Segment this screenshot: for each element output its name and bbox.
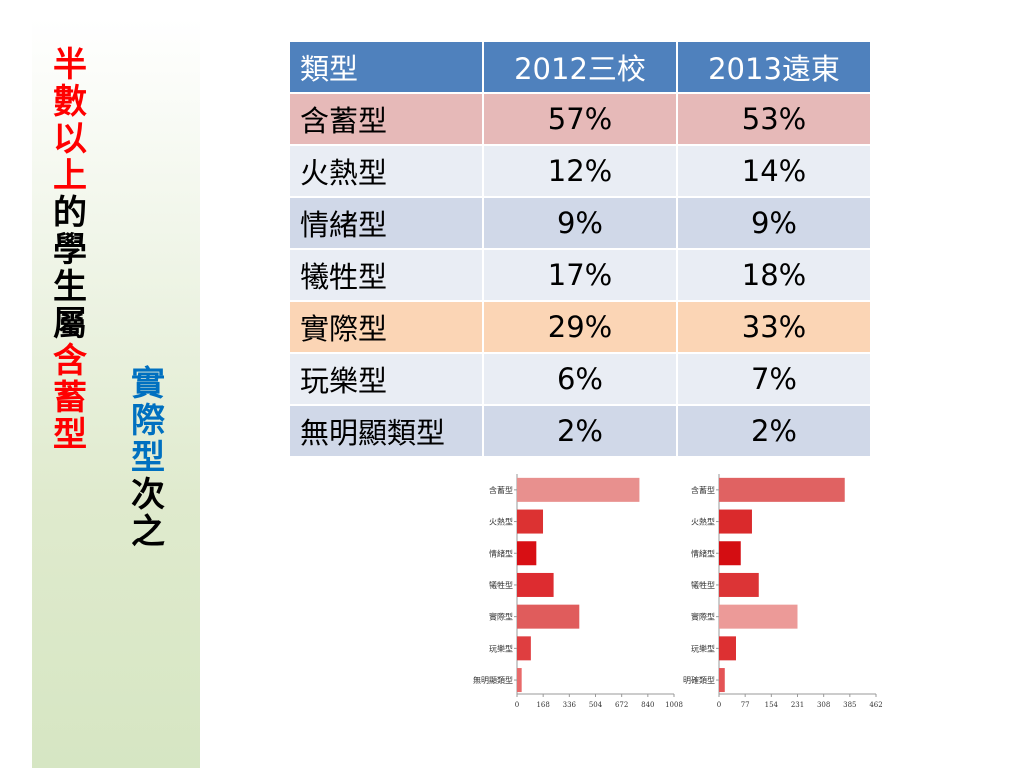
side-title-char: 學 [53,230,87,270]
side-title-char: 屬 [53,304,87,344]
bar [517,509,544,534]
row-value-2013: 33% [676,300,872,354]
side-title-char: 型 [53,415,87,455]
side-title-column-1: 半數以上的學生屬含蓄型 [52,48,88,455]
x-tick-label: 504 [589,701,603,709]
row-value-2013: 53% [676,92,872,146]
category-label: 犧牲型 [489,580,513,590]
bar [719,541,741,566]
side-title-char: 蓄 [53,378,87,418]
x-tick-label: 1008 [665,701,683,709]
category-label: 實際型 [691,612,715,622]
side-title-char: 的 [53,193,87,233]
row-value-2012: 6% [482,352,678,406]
x-tick-label: 0 [515,701,519,709]
side-panel [32,18,200,768]
category-label: 明確類型 [683,675,715,685]
category-label: 情緒型 [489,548,513,558]
category-label: 火熱型 [691,517,715,527]
row-value-2012: 17% [482,248,678,302]
category-label: 含蓄型 [691,485,715,495]
category-label: 情緒型 [691,548,715,558]
x-tick-label: 231 [791,701,804,709]
category-label: 玩樂型 [691,643,715,653]
comparison-table: 類型 2012三校 2013遠東 含蓄型 57% 53% 火熱型 12% 14%… [288,40,872,458]
header-2013: 2013遠東 [676,40,872,94]
table-row: 情緒型 9% 9% [288,196,872,250]
table-header-row: 類型 2012三校 2013遠東 [288,40,872,94]
x-tick-label: 336 [563,701,577,709]
category-label: 含蓄型 [489,485,513,495]
row-type: 無明顯類型 [288,404,484,458]
bar [719,509,752,534]
side-title-char: 生 [53,267,87,307]
side-title-char: 數 [53,82,87,122]
bar [517,668,522,693]
bar [719,604,798,629]
side-title-column-2: 實際型次之 [128,367,168,552]
row-type: 實際型 [288,300,484,354]
row-type: 情緒型 [288,196,484,250]
row-type: 火熱型 [288,144,484,198]
row-value-2012: 12% [482,144,678,198]
x-tick-label: 840 [641,701,654,709]
category-label: 玩樂型 [489,643,513,653]
table-row: 含蓄型 57% 53% [288,92,872,146]
bar [517,572,554,597]
side-title-char: 含 [53,341,87,381]
x-tick-label: 154 [765,701,779,709]
header-2012: 2012三校 [482,40,678,94]
x-tick-label: 0 [717,701,721,709]
bar [517,541,537,566]
row-value-2013: 2% [676,404,872,458]
side-title-char: 次 [131,475,165,515]
row-type: 玩樂型 [288,352,484,406]
row-type: 犧牲型 [288,248,484,302]
x-tick-label: 385 [843,701,856,709]
row-value-2013: 18% [676,248,872,302]
side-title-char: 以 [53,119,87,159]
side-title-char: 之 [131,512,165,552]
table-row: 玩樂型 6% 7% [288,352,872,406]
category-label: 無明顯類型 [473,675,513,685]
row-type: 含蓄型 [288,92,484,146]
bar [517,477,640,502]
bar [517,604,580,629]
bar [719,477,845,502]
table-row: 犧牲型 17% 18% [288,248,872,302]
bar [719,668,725,693]
side-title-char: 實 [131,364,165,404]
bar [719,572,759,597]
header-type: 類型 [288,40,484,94]
table-row: 火熱型 12% 14% [288,144,872,198]
x-tick-label: 77 [741,701,750,709]
row-value-2012: 29% [482,300,678,354]
bar [719,636,736,661]
table-row: 無明顯類型 2% 2% [288,404,872,458]
row-value-2013: 14% [676,144,872,198]
x-tick-label: 462 [869,701,882,709]
row-value-2013: 9% [676,196,872,250]
table-row: 實際型 29% 33% [288,300,872,354]
category-label: 實際型 [489,612,513,622]
side-title-char: 際 [131,401,165,441]
row-value-2012: 57% [482,92,678,146]
category-label: 犧牲型 [691,580,715,590]
row-value-2012: 9% [482,196,678,250]
side-title-char: 上 [53,156,87,196]
x-tick-label: 672 [615,701,628,709]
category-label: 火熱型 [489,517,513,527]
row-value-2012: 2% [482,404,678,458]
x-tick-label: 308 [817,701,830,709]
side-title-char: 半 [53,45,87,85]
bar [517,636,531,661]
x-tick-label: 168 [536,701,549,709]
row-value-2013: 7% [676,352,872,406]
side-title-char: 型 [131,438,165,478]
